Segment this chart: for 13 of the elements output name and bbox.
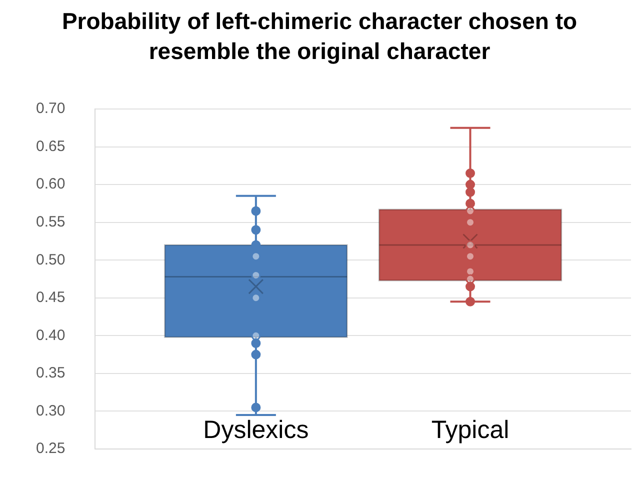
y-tick-label: 0.70	[36, 100, 66, 118]
y-tick-label: 0.45	[36, 289, 66, 306]
x-tick-label: Typical	[431, 416, 510, 444]
y-tick-label: 0.60	[36, 176, 66, 193]
x-tick-label: Dyslexics	[203, 416, 309, 444]
y-tick-label: 0.35	[36, 364, 66, 382]
y-tick-label: 0.40	[36, 326, 66, 344]
y-tick-label: 0.65	[36, 138, 66, 155]
y-tick-label: 0.50	[36, 251, 66, 268]
chart-title: Probability of left-chimeric character chosen to resemble the original character	[60, 7, 578, 66]
y-tick-label: 0.55	[36, 213, 66, 230]
y-tick-label: 0.25	[36, 440, 66, 458]
y-tick-label: 0.30	[36, 402, 66, 420]
